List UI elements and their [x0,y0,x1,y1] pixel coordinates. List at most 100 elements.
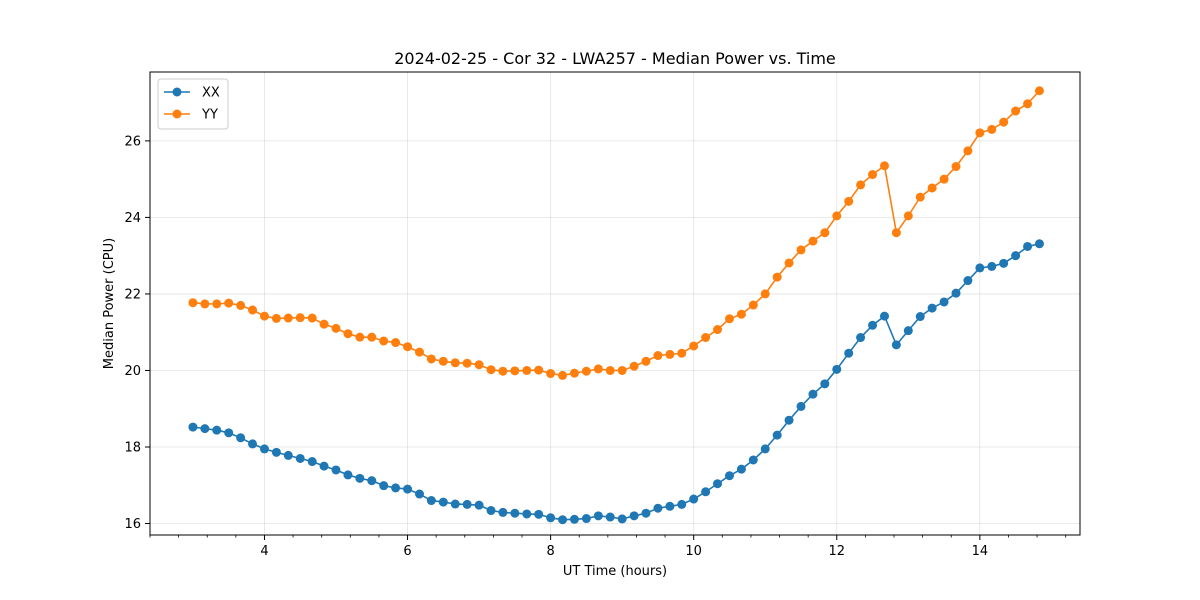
x-tick-label: 6 [403,544,411,559]
data-point [212,425,222,435]
data-point [1034,239,1044,249]
data-point [319,461,329,471]
y-axis-label: Median Power (CPU) [102,238,117,369]
data-point [879,161,889,171]
data-point [271,313,281,323]
data-point [605,512,615,522]
data-point [248,439,258,449]
data-point [295,313,305,323]
data-point [307,457,317,467]
data-point [450,358,460,368]
data-point [343,329,353,339]
plot-area-frame [149,71,1081,536]
data-point [379,336,389,346]
data-point [343,470,353,480]
axis-ticks: 4 6 8 10 12 14 16 18 20 22 24 26 [124,134,1067,559]
data-point [188,298,198,308]
series-line-xx [192,243,1040,521]
data-point [724,471,734,481]
data-point [927,183,937,193]
data-point [915,192,925,202]
data-point [856,180,866,190]
y-tick-label: 24 [124,211,141,226]
data-point [307,313,317,323]
data-point [319,319,329,329]
data-point [617,365,627,375]
legend-label: YY [201,108,218,123]
data-point [271,447,281,457]
series-yy [188,86,1044,380]
data-point [331,323,341,333]
data-point [808,389,818,399]
data-point [868,320,878,330]
data-point [868,170,878,180]
data-point [963,276,973,286]
data-point [200,424,210,434]
data-point [224,428,234,438]
data-point [951,288,961,298]
legend-item-xx: XX [164,86,220,101]
data-point [367,332,377,342]
data-point [200,299,210,309]
data-point [724,314,734,324]
data-point [379,481,389,491]
data-point [1011,106,1021,116]
data-point [760,444,770,454]
data-point [510,366,520,376]
series-layer [188,86,1044,525]
data-point [748,455,758,465]
data-point [426,496,436,506]
data-point [617,514,627,524]
data-point [1011,251,1021,261]
x-tick-label: 10 [685,544,702,559]
data-point [713,479,723,489]
data-point [283,313,293,323]
data-point [713,325,723,335]
data-point [403,342,413,352]
data-point [546,513,556,523]
data-point [701,487,711,497]
data-point [629,511,639,521]
data-point [236,300,246,310]
data-point [689,341,699,351]
data-point [820,228,830,238]
data-point [462,499,472,509]
data-point [498,366,508,376]
data-point [259,311,269,321]
data-point [248,305,258,315]
data-point [450,499,460,509]
data-point [569,514,579,524]
data-point [891,228,901,238]
data-point [1034,86,1044,96]
data-point [736,309,746,319]
data-point [438,356,448,366]
series-line-yy [192,90,1041,377]
data-point [367,476,377,486]
data-point [796,401,806,411]
data-point [653,351,663,361]
data-point [474,500,484,510]
data-point [629,361,639,371]
data-point [701,333,711,343]
data-point [558,515,568,525]
data-point [653,503,663,513]
data-point [295,453,305,463]
data-point [820,379,830,389]
data-point [832,364,842,374]
data-point [665,349,675,359]
data-point [987,261,997,271]
data-point [641,508,651,518]
data-point [403,484,413,494]
data-point [581,514,591,524]
data-point [355,473,365,483]
data-point [975,128,985,138]
y-tick-label: 20 [124,364,141,379]
data-point [796,245,806,255]
data-point [915,312,925,322]
data-point [999,117,1009,127]
legend: XX YY [157,78,229,130]
data-point [689,494,699,504]
series-xx [188,239,1044,525]
data-point [677,499,687,509]
